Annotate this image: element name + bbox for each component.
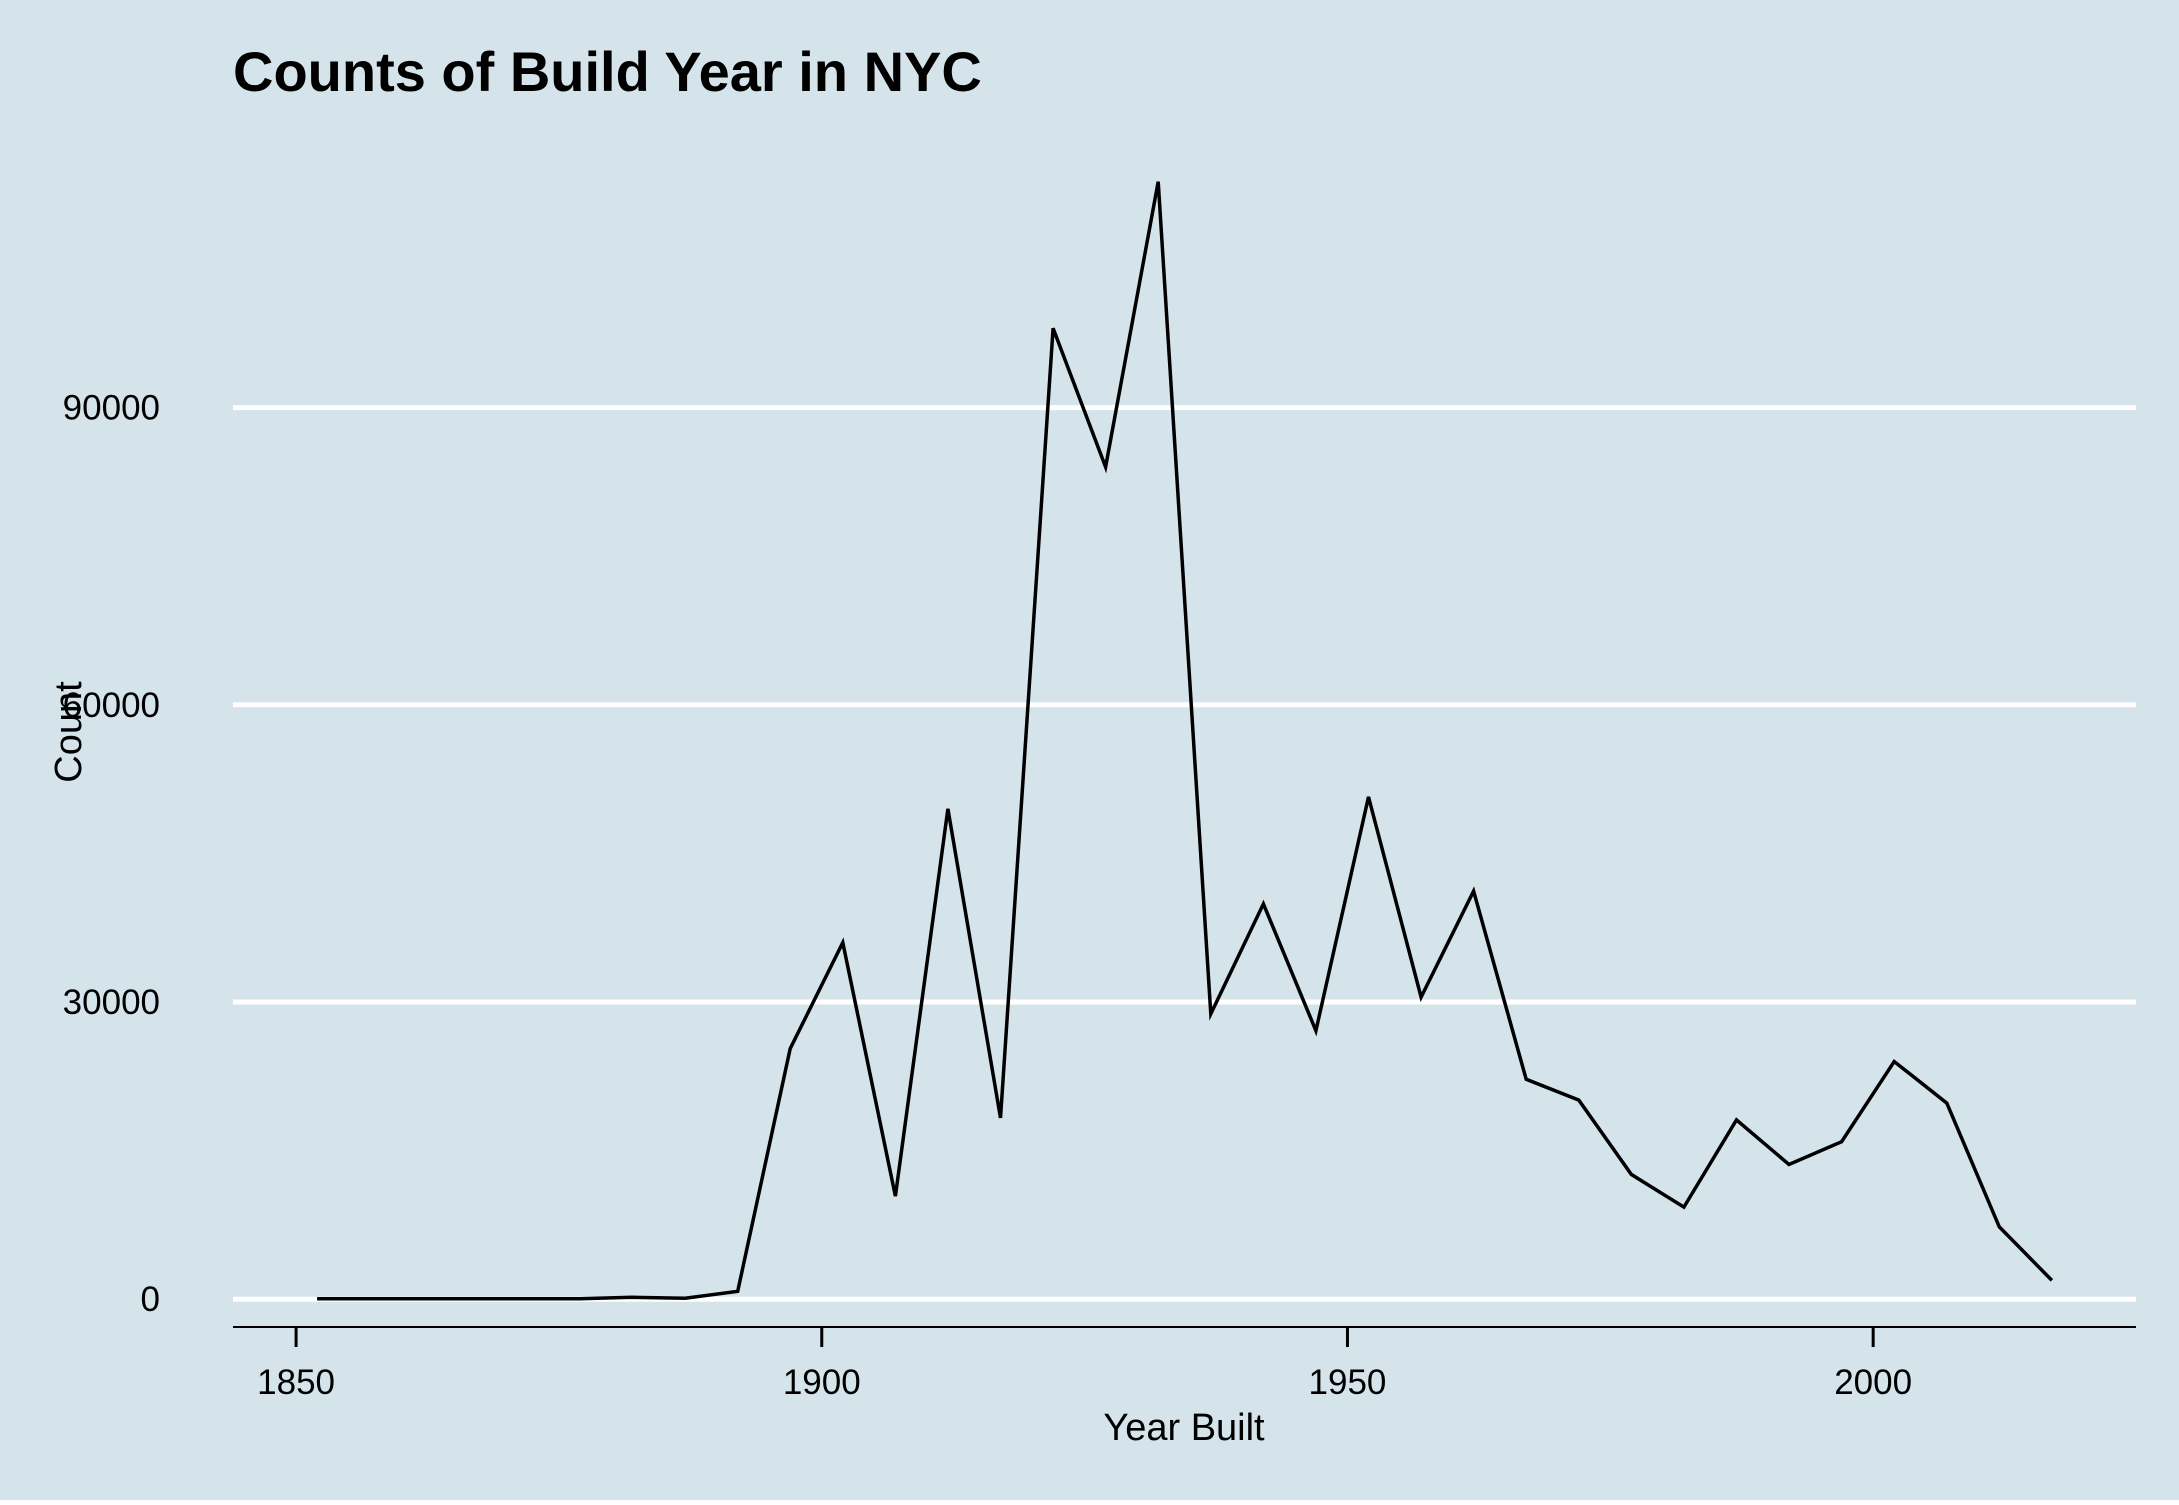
series-line bbox=[317, 181, 2054, 1301]
y-tick-label: 30000 bbox=[63, 983, 160, 1022]
x-tick-label: 1850 bbox=[257, 1363, 335, 1402]
x-axis: 1850 1900 1950 2000 bbox=[233, 1326, 2136, 1402]
y-tick-label: 60000 bbox=[63, 686, 160, 725]
y-axis: 0 30000 60000 90000 bbox=[63, 389, 160, 1320]
x-tick-label: 1950 bbox=[1309, 1363, 1387, 1402]
y-axis-title: Count bbox=[48, 681, 90, 783]
y-tick-label: 90000 bbox=[63, 389, 160, 428]
x-tick-label: 1900 bbox=[783, 1363, 861, 1402]
y-tick-label: 0 bbox=[141, 1280, 160, 1319]
line-layer bbox=[317, 181, 2054, 1301]
gridlines bbox=[233, 405, 2136, 1302]
x-tick-label: 2000 bbox=[1834, 1363, 1912, 1402]
chart-title: Counts of Build Year in NYC bbox=[233, 40, 982, 103]
x-axis-title: Year Built bbox=[1103, 1407, 1265, 1449]
